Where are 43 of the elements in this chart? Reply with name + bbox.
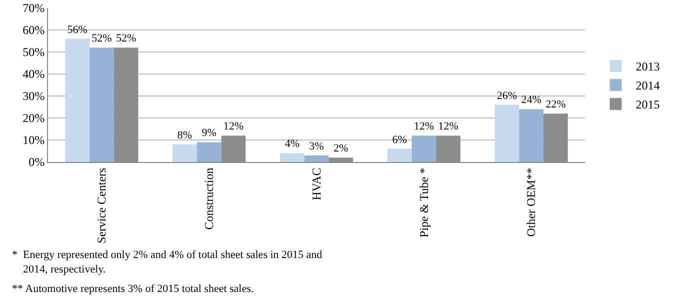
legend-label: 2014	[636, 78, 660, 93]
data-label: 9%	[202, 127, 216, 140]
bar	[90, 48, 114, 162]
y-tick-label: 70%	[22, 1, 45, 16]
bar	[172, 144, 197, 162]
y-tick-label: 50%	[22, 45, 45, 60]
y-tick-label: 10%	[22, 133, 45, 148]
bar	[280, 153, 304, 162]
data-label: 12%	[414, 120, 434, 133]
x-tick-label: HVAC	[309, 168, 324, 200]
data-label: 22%	[546, 98, 566, 111]
y-tick-label: 30%	[22, 89, 45, 104]
x-tick-label: Pipe & Tube *	[416, 168, 431, 238]
bar	[494, 104, 520, 162]
data-label: 56%	[67, 24, 88, 36]
bar	[304, 155, 329, 162]
bar	[412, 136, 436, 162]
bar	[196, 142, 222, 162]
x-tick-label: Service Centers	[94, 167, 109, 244]
data-label: 3%	[309, 140, 324, 152]
legend-label: 2013	[636, 60, 660, 74]
legend-label: 2015	[636, 98, 660, 112]
data-label: 24%	[521, 94, 542, 106]
data-label: 6%	[392, 134, 407, 146]
data-label: 4%	[284, 138, 300, 150]
text: * Energy represented only 2% and 4% of total sheet sales in 2015 and 2014, respectively.	[12, 249, 323, 276]
bar	[519, 109, 544, 162]
y-tick-label: 40%	[22, 67, 45, 82]
data-label: 52%	[116, 32, 136, 45]
data-label: 12%	[223, 120, 244, 133]
x-tick-label: Other OEM**	[524, 168, 538, 237]
data-label: 12%	[438, 120, 458, 133]
data-label: 52%	[92, 32, 112, 45]
y-tick-label: 0%	[28, 155, 45, 170]
data-label: 2%	[334, 142, 348, 155]
x-tick-label: Construction	[202, 168, 216, 230]
bar	[65, 38, 90, 162]
y-tick-label: 60%	[22, 23, 45, 38]
data-label: 8%	[177, 129, 192, 142]
y-tick-label: 20%	[22, 111, 45, 126]
text: ** Automotive represents 3% of 2015 total sheet sales.	[12, 283, 254, 295]
data-label: 26%	[496, 90, 518, 102]
bar	[387, 148, 412, 162]
